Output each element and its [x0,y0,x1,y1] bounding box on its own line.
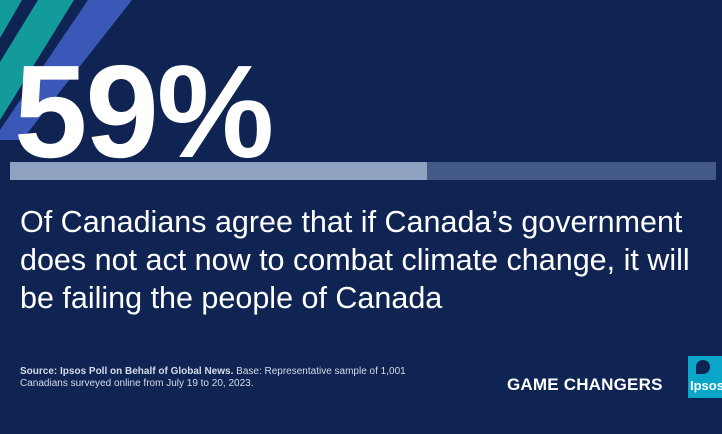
teal-stripe-wide [0,0,74,120]
blue-stripe [0,0,132,140]
percentage-bar-fill [10,162,427,180]
game-changers-tagline: GAME CHANGERS [507,375,663,394]
logo-text: Ipsos [690,378,722,393]
source-label: Source: Ipsos Poll on Behalf of Global N… [20,366,234,377]
headline-percentage: 59% [14,38,274,185]
statement-text: Of Canadians agree that if Canada’s gove… [20,205,690,315]
source-base-text: Base: Representative sample of 1,001 Can… [20,366,406,389]
percentage-bar [10,162,716,180]
ipsos-logo: Ipsos [688,356,722,398]
source-note: Source: Ipsos Poll on Behalf of Global N… [20,366,430,390]
logo-mark-icon [696,360,710,374]
decorative-stripes [0,0,132,140]
teal-stripe [0,0,22,38]
